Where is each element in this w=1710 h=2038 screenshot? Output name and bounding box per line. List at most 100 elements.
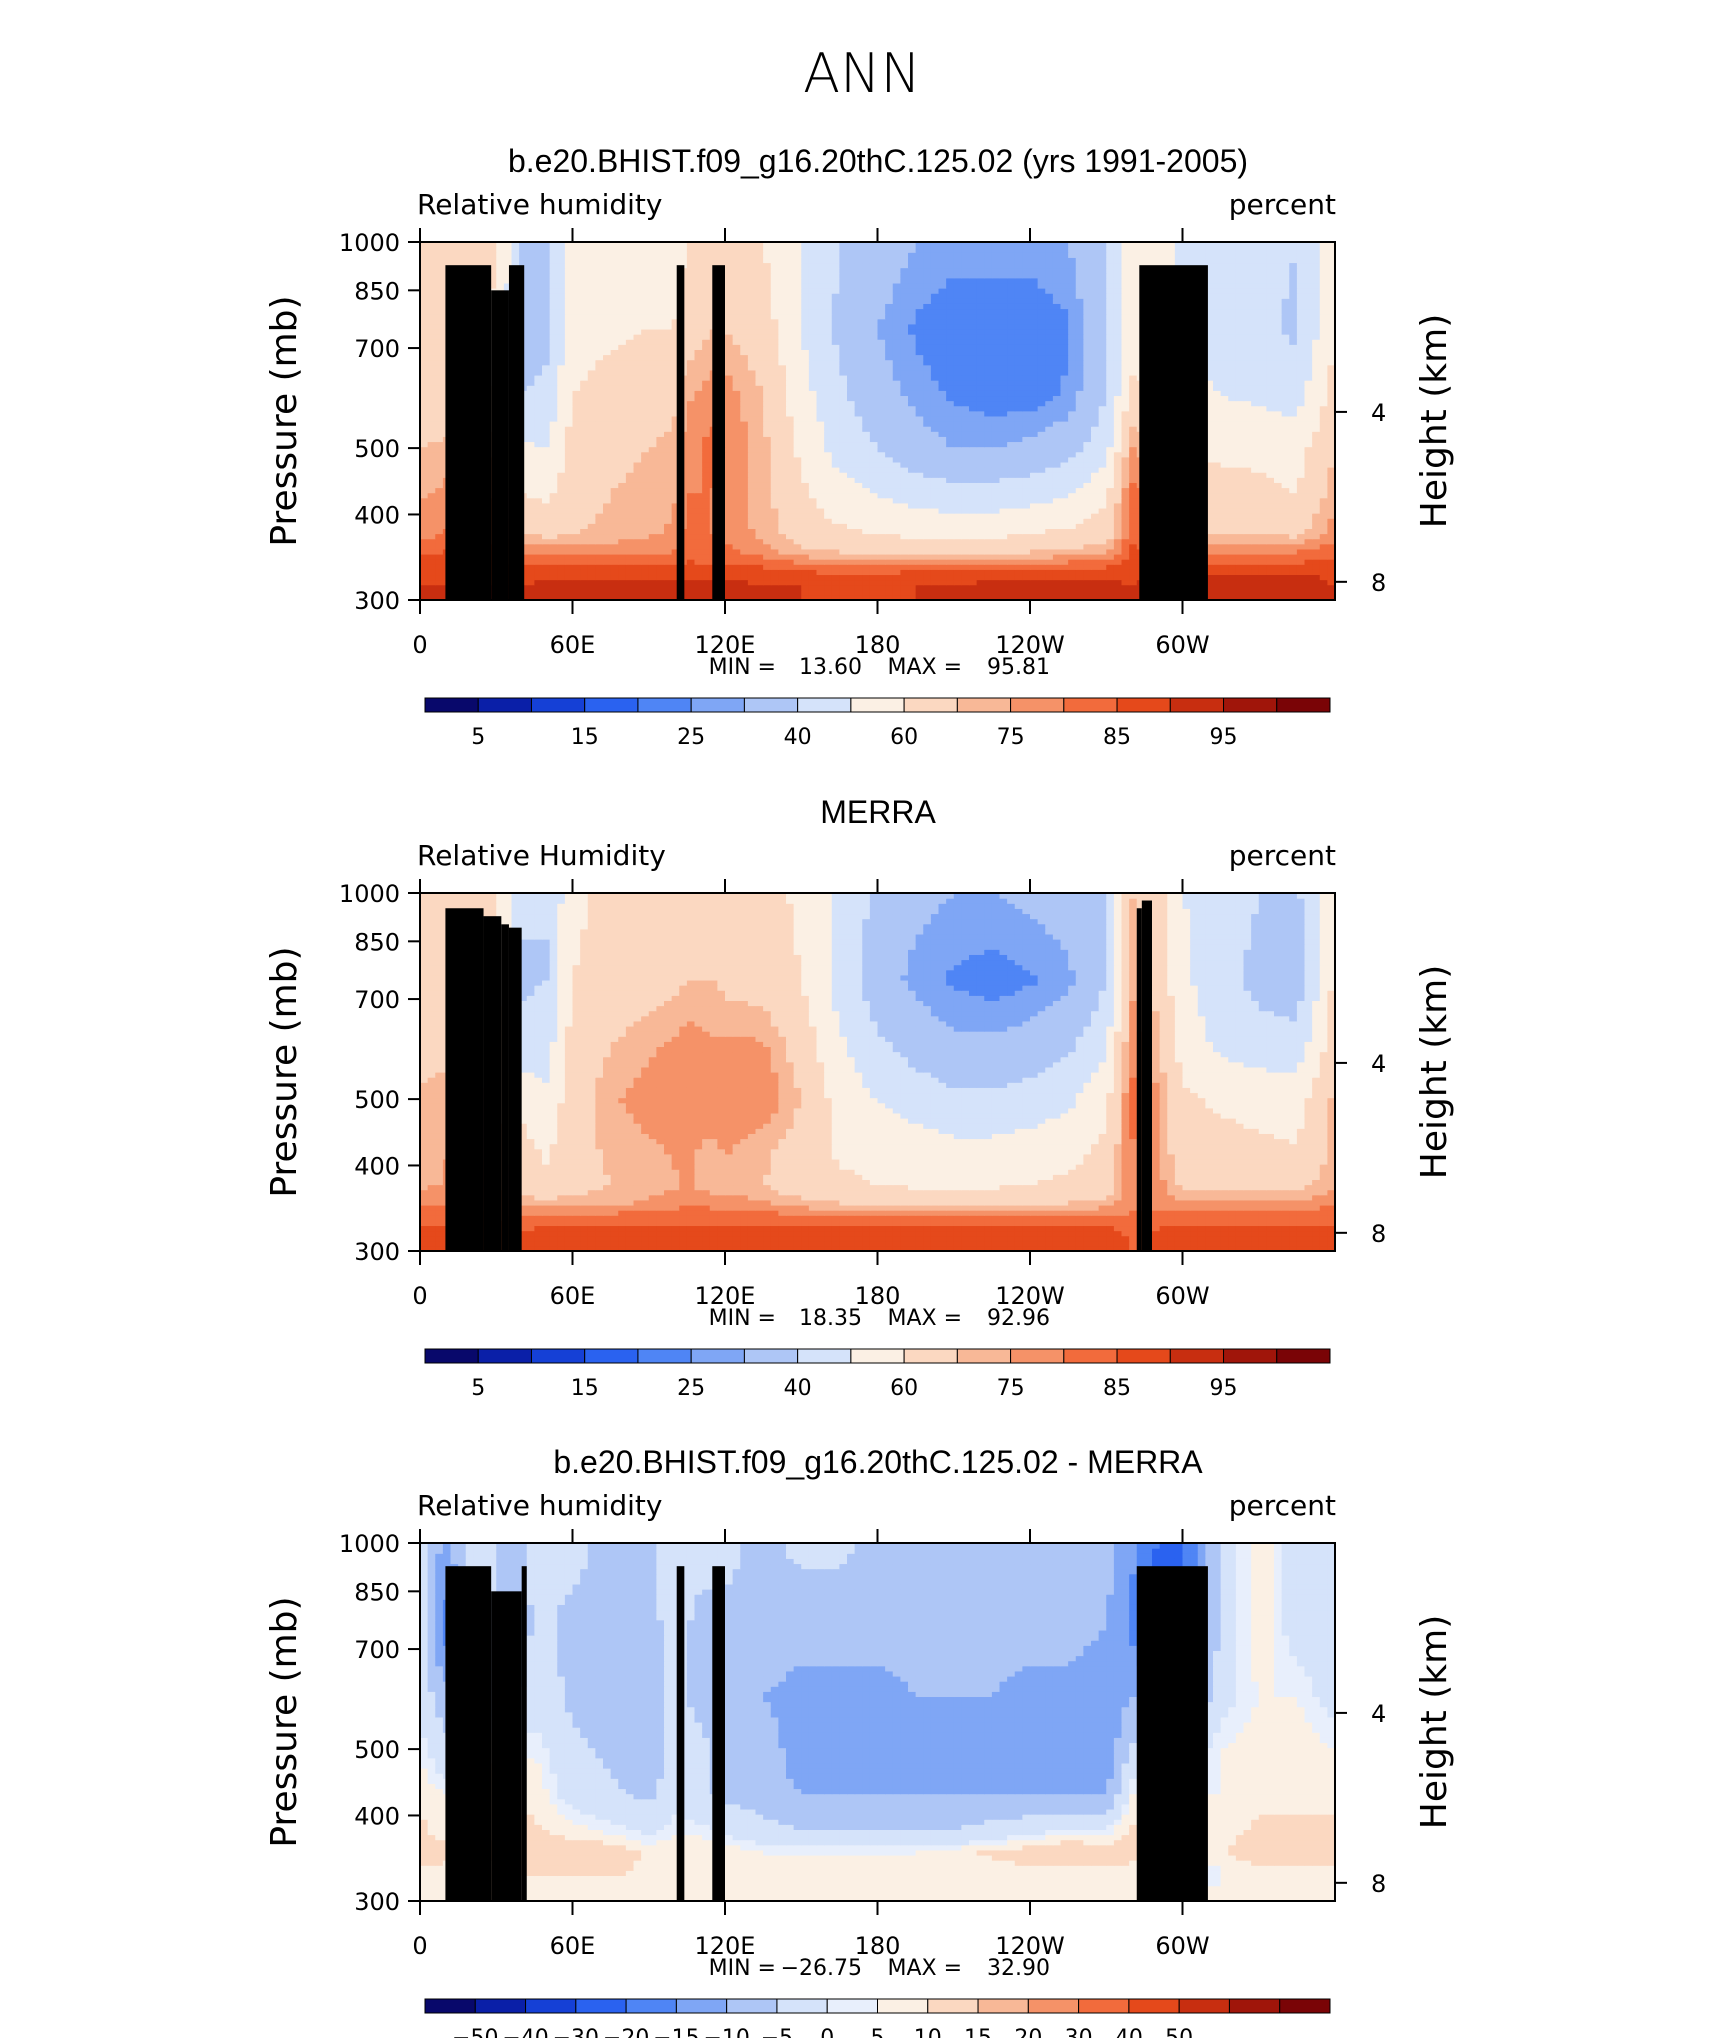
field-cell xyxy=(931,544,939,550)
field-cell xyxy=(1289,534,1297,540)
field-cell xyxy=(1106,503,1114,509)
field-cell xyxy=(824,513,832,519)
field-cell xyxy=(954,395,962,401)
field-cell xyxy=(847,498,855,504)
field-cell xyxy=(1083,421,1091,427)
field-cell xyxy=(527,441,535,447)
field-cell xyxy=(939,580,947,586)
field-cell xyxy=(740,467,748,473)
field-cell xyxy=(961,564,969,570)
field-cell xyxy=(809,421,817,427)
field-cell xyxy=(435,482,443,488)
field-cell xyxy=(778,513,786,519)
field-cell xyxy=(748,534,756,540)
field-cell xyxy=(763,574,771,580)
field-cell xyxy=(794,436,802,442)
field-cell xyxy=(649,395,657,401)
field-cell xyxy=(1068,401,1076,407)
field-cell xyxy=(641,574,649,580)
field-cell xyxy=(748,585,756,591)
field-cell xyxy=(1022,523,1030,529)
field-cell xyxy=(702,452,710,458)
field-cell xyxy=(832,580,840,586)
field-cell xyxy=(763,467,771,473)
field-cell xyxy=(878,401,886,407)
field-cell xyxy=(954,426,962,432)
field-cell xyxy=(1038,401,1046,407)
field-cell xyxy=(1000,482,1008,488)
field-cell xyxy=(664,441,672,447)
field-cell xyxy=(1022,493,1030,499)
field-cell xyxy=(847,564,855,570)
field-cell xyxy=(702,569,710,575)
field-cell xyxy=(969,467,977,473)
field-cell xyxy=(1045,528,1053,534)
field-cell xyxy=(817,421,825,427)
field-cell xyxy=(1068,534,1076,540)
field-cell xyxy=(420,472,428,478)
field-cell xyxy=(649,482,657,488)
field-cell xyxy=(786,421,794,427)
field-cell xyxy=(870,426,878,432)
field-cell xyxy=(824,472,832,478)
field-cell xyxy=(1099,574,1107,580)
field-cell xyxy=(1259,574,1267,580)
field-cell xyxy=(542,523,550,529)
field-cell xyxy=(1038,523,1046,529)
field-cell xyxy=(1244,436,1252,442)
field-cell xyxy=(557,528,565,534)
field-cell xyxy=(1045,564,1053,570)
field-cell xyxy=(839,472,847,478)
field-cell xyxy=(969,564,977,570)
field-cell xyxy=(626,564,634,570)
field-cell xyxy=(984,508,992,514)
field-cell xyxy=(984,447,992,453)
field-cell xyxy=(1015,390,1023,396)
field-cell xyxy=(946,477,954,483)
field-cell xyxy=(1251,503,1259,509)
field-cell xyxy=(687,590,695,596)
field-cell xyxy=(573,462,581,468)
field-cell xyxy=(1038,447,1046,453)
field-cell xyxy=(428,421,436,427)
field-cell xyxy=(1122,559,1130,565)
field-cell xyxy=(923,395,931,401)
field-cell xyxy=(969,447,977,453)
field-cell xyxy=(1099,549,1107,555)
field-cell xyxy=(1114,411,1122,417)
field-cell xyxy=(1083,590,1091,596)
field-cell xyxy=(1266,401,1274,407)
field-cell xyxy=(778,539,786,545)
field-cell xyxy=(916,569,924,575)
field-cell xyxy=(641,528,649,534)
field-cell xyxy=(954,503,962,509)
field-cell xyxy=(870,416,878,422)
field-cell xyxy=(1236,503,1244,509)
field-cell xyxy=(611,390,619,396)
field-cell xyxy=(969,523,977,529)
field-cell xyxy=(1022,390,1030,396)
field-cell xyxy=(832,590,840,596)
field-cell xyxy=(969,503,977,509)
field-cell xyxy=(1251,544,1259,550)
field-cell xyxy=(847,472,855,478)
field-cell xyxy=(817,554,825,560)
field-cell xyxy=(939,472,947,478)
field-cell xyxy=(1122,406,1130,412)
field-cell xyxy=(786,472,794,478)
field-cell xyxy=(428,513,436,519)
field-cell xyxy=(1129,518,1137,524)
field-cell xyxy=(1000,544,1008,550)
field-cell xyxy=(878,426,886,432)
field-cell xyxy=(1228,421,1236,427)
field-cell xyxy=(641,406,649,412)
field-cell xyxy=(580,544,588,550)
field-cell xyxy=(1129,574,1137,580)
field-cell xyxy=(946,554,954,560)
field-cell xyxy=(1045,436,1053,442)
field-cell xyxy=(1099,580,1107,586)
field-cell xyxy=(664,580,672,586)
field-cell xyxy=(786,498,794,504)
field-cell xyxy=(603,539,611,545)
field-cell xyxy=(1122,431,1130,437)
